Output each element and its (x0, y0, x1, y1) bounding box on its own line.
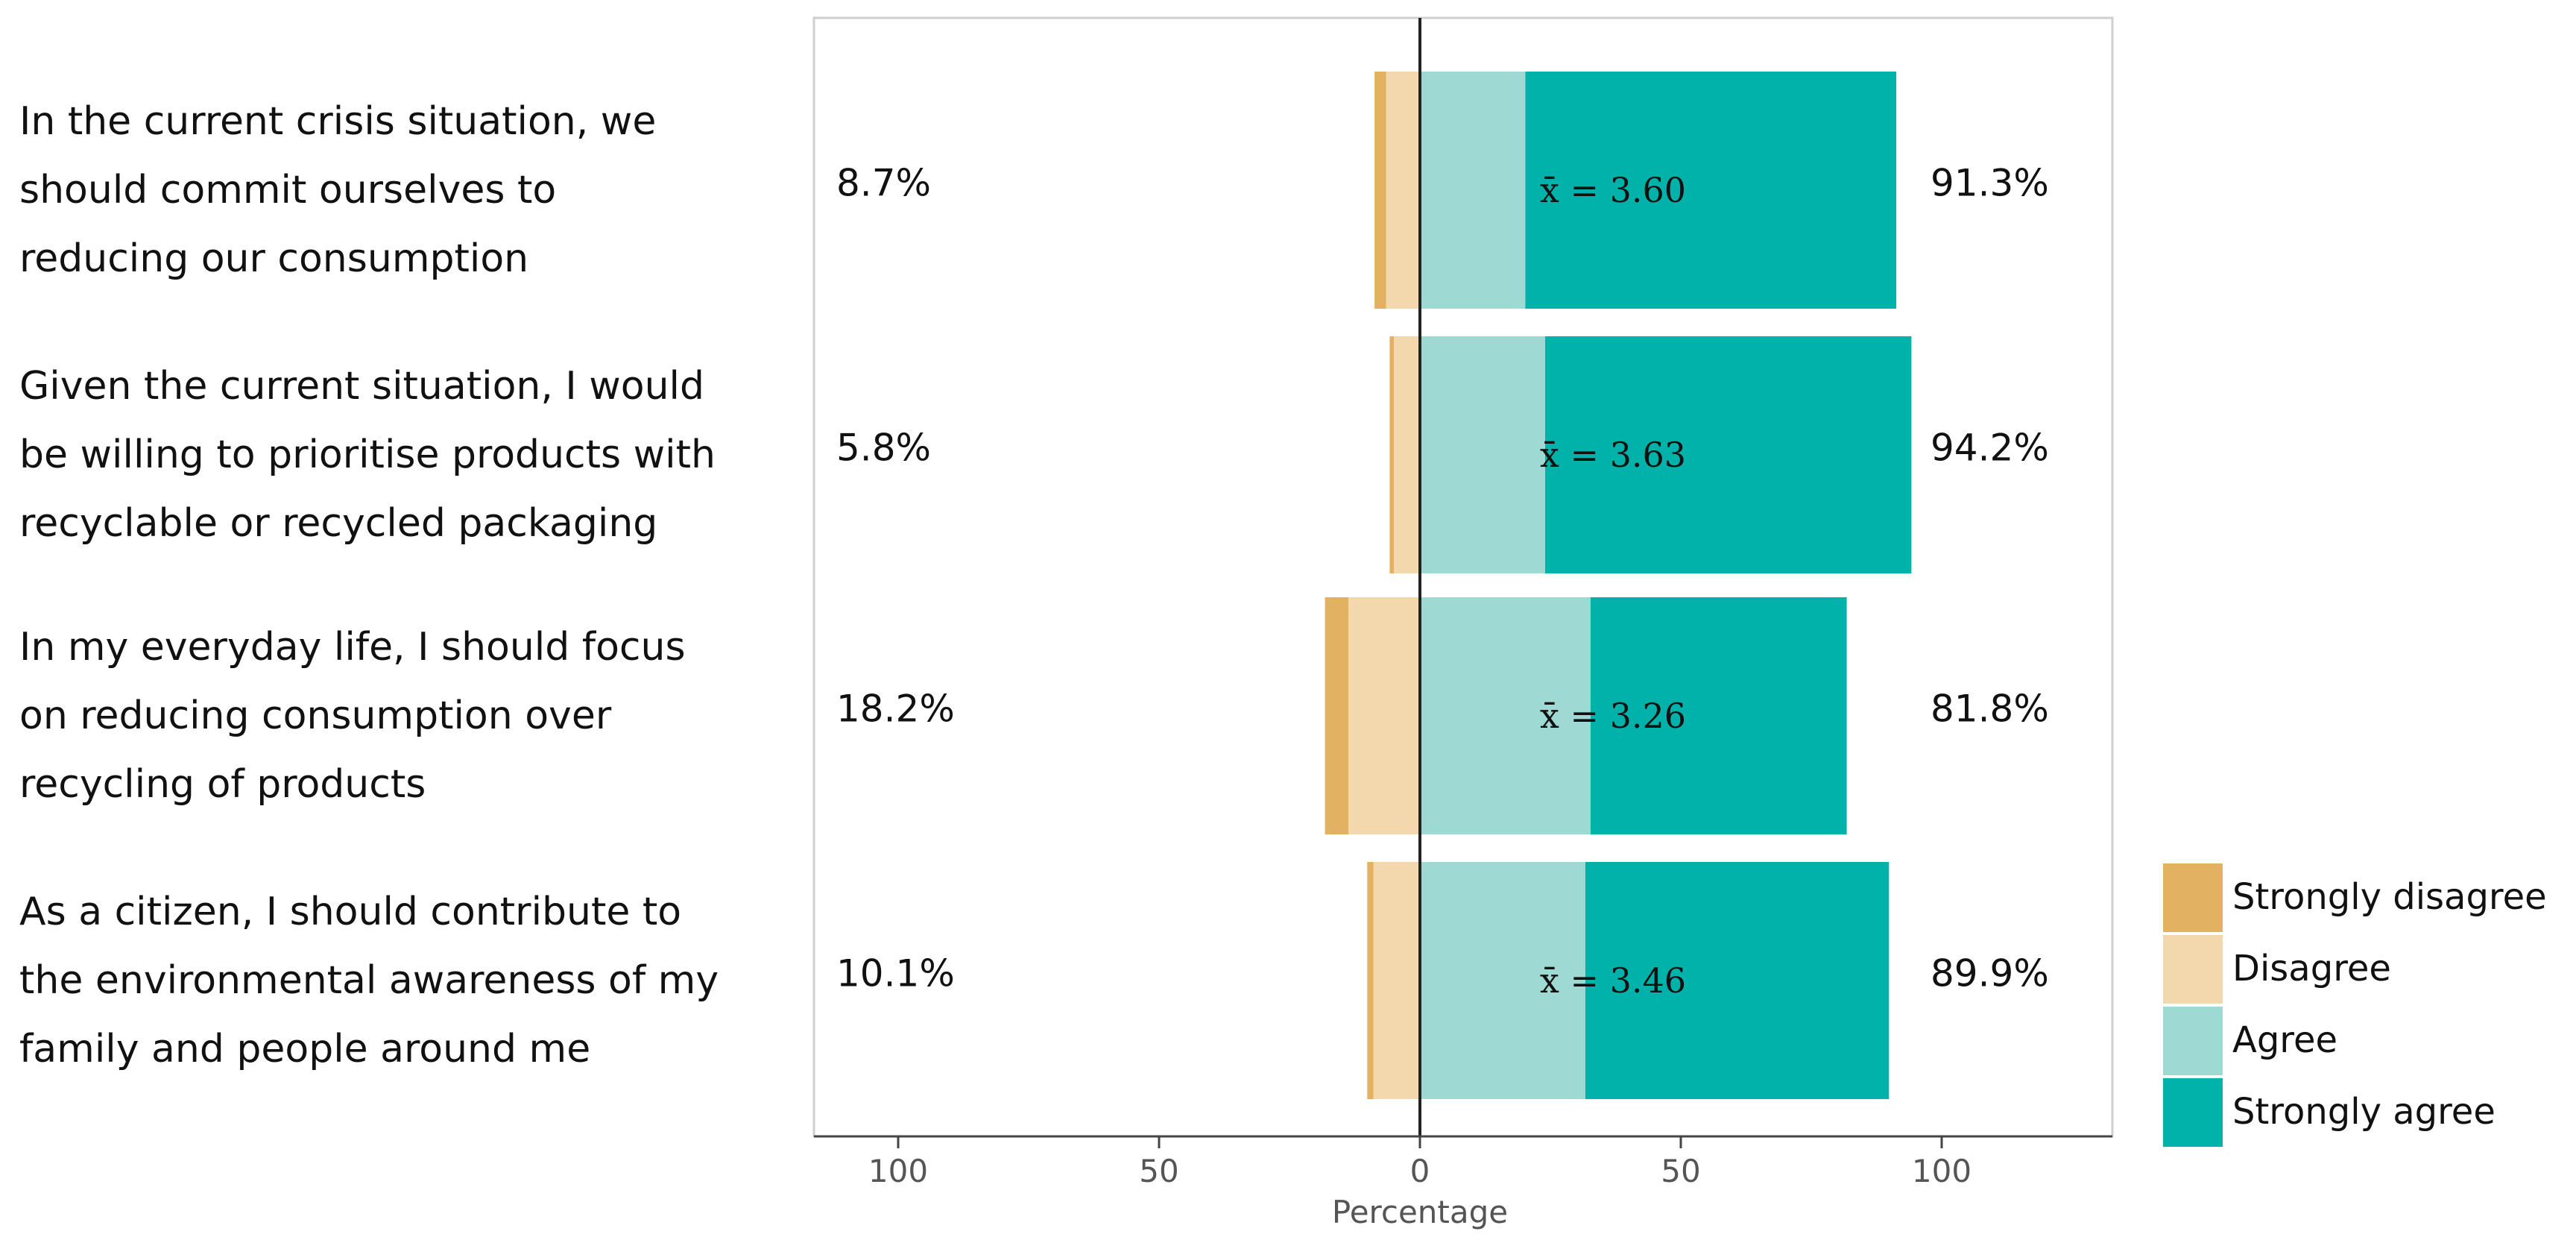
bar-strongly-agree (1590, 597, 1847, 834)
legend: Strongly disagree Disagree Agree Strongly a… (2163, 863, 2547, 1147)
item-label-line: reducing our consumption (19, 236, 529, 281)
item-label-line: family and people around me (19, 1027, 591, 1072)
legend-swatch (2163, 935, 2223, 1004)
bar-disagree (1394, 336, 1420, 573)
item-label-line: be willing to prioritise products with (19, 432, 716, 477)
legend-label: Strongly agree (2232, 1091, 2496, 1133)
item-label-line: Given the current situation, I would (19, 364, 705, 409)
legend-label: Strongly disagree (2232, 876, 2547, 918)
legend-swatch (2163, 1078, 2223, 1147)
item-label: Given the current situation, I would be w… (19, 352, 802, 558)
x-tick-label: 0 (1410, 1153, 1430, 1189)
item-label-line: In the current crisis situation, we (19, 99, 657, 144)
negative-percent-label: 18.2% (836, 687, 955, 731)
bar-disagree (1373, 862, 1420, 1099)
bar-strongly-disagree (1389, 336, 1394, 573)
positive-percent-label: 81.8% (1931, 687, 2049, 731)
item-label-line: recycling of products (19, 762, 426, 807)
item-label: In the current crisis situation, we shoul… (19, 87, 802, 293)
mean-label: x̄ = 3.63 (1540, 435, 1686, 475)
legend-label: Disagree (2232, 948, 2391, 989)
x-tick-label: 100 (868, 1153, 928, 1189)
positive-percent-label: 91.3% (1931, 162, 2049, 205)
item-label-line: should commit ourselves to (19, 168, 557, 213)
positive-percent-label: 94.2% (1931, 427, 2049, 470)
bar-strongly-agree (1585, 862, 1890, 1099)
legend-swatch (2163, 863, 2223, 932)
bar-agree (1420, 862, 1585, 1099)
bar-disagree (1348, 597, 1420, 834)
bar-strongly-disagree (1374, 72, 1386, 309)
negative-percent-label: 10.1% (836, 952, 955, 995)
item-label-line: on reducing consumption over (19, 693, 612, 738)
item-label: As a citizen, I should contribute to the … (19, 878, 802, 1083)
bar-disagree (1386, 72, 1420, 309)
x-axis: 100 50 0 50 100 (814, 1135, 2112, 1189)
positive-percent-label: 89.9% (1931, 952, 2049, 995)
bar-agree (1420, 72, 1526, 309)
x-tick-label: 100 (1912, 1153, 1972, 1189)
x-axis-label: Percentage (1332, 1194, 1508, 1230)
negative-percent-label: 8.7% (836, 162, 931, 205)
legend-swatch (2163, 1007, 2223, 1075)
mean-label: x̄ = 3.60 (1540, 170, 1686, 210)
bars-layer: 8.7% 91.3% x̄ = 3.60 5.8% 94.2% x̄ = 3.63 18.2… (836, 72, 2049, 1099)
legend-label: Agree (2232, 1019, 2337, 1061)
mean-label: x̄ = 3.26 (1540, 696, 1686, 736)
mean-label: x̄ = 3.46 (1540, 960, 1686, 1001)
item-label-line: In my everyday life, I should focus (19, 625, 686, 670)
item-label-line: the environmental awareness of my (19, 958, 719, 1003)
bar-agree (1420, 336, 1545, 573)
bar-agree (1420, 597, 1591, 834)
item-label-line: As a citizen, I should contribute to (19, 890, 682, 934)
item-label: In my everyday life, I should focus on re… (19, 613, 802, 819)
item-label-line: recyclable or recycled packaging (19, 501, 658, 546)
x-tick-label: 50 (1661, 1153, 1700, 1189)
bar-strongly-disagree (1367, 862, 1374, 1099)
negative-percent-label: 5.8% (836, 427, 931, 470)
bar-strongly-agree (1525, 72, 1897, 309)
bar-strongly-disagree (1325, 597, 1349, 834)
x-tick-label: 50 (1139, 1153, 1178, 1189)
bar-strongly-agree (1545, 336, 1912, 573)
